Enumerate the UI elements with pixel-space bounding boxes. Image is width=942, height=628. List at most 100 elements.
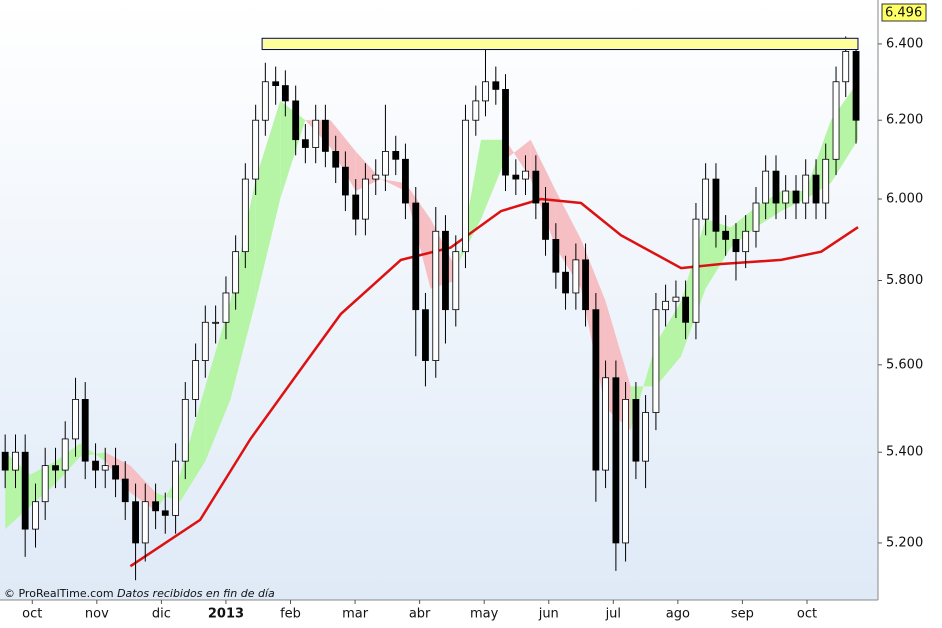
candle-body	[372, 174, 380, 180]
candle-body	[762, 170, 770, 204]
candle-body	[301, 139, 309, 148]
candle-body	[341, 166, 349, 196]
candle-body	[422, 309, 429, 361]
candle-body	[852, 51, 860, 121]
candle-body	[61, 438, 69, 471]
y-tick-label: 6.400	[886, 36, 923, 51]
candle-body	[412, 202, 420, 311]
candle-body	[141, 501, 149, 544]
candle-body	[552, 239, 560, 273]
candle-body	[532, 170, 540, 204]
candle-body	[542, 202, 549, 240]
cloud-segment	[130, 465, 156, 511]
cloud-segment	[280, 100, 306, 199]
candle-body	[272, 81, 280, 86]
cloud-segment	[481, 139, 506, 220]
axes: 5.200 5.400 5.600 5.800 6.000 6.200 6.400 oct no…	[22, 3, 927, 622]
candle-body	[522, 170, 529, 180]
candle-body	[742, 230, 750, 253]
cloud-segment	[155, 474, 181, 511]
candle-body	[602, 377, 609, 471]
x-tick-label: mar	[342, 607, 369, 622]
candle-body	[822, 158, 830, 204]
candle-body	[52, 465, 59, 471]
candle-body	[402, 158, 409, 204]
candle-body	[232, 251, 240, 294]
candle-body	[662, 300, 670, 311]
candle-body	[332, 151, 340, 168]
y-tick-label: 5.200	[886, 535, 923, 550]
candle-body	[802, 174, 810, 204]
candle-body	[732, 239, 740, 253]
candle-body	[261, 81, 269, 121]
candle-body	[212, 321, 220, 324]
cloud-segment	[505, 139, 531, 180]
cloud-segment	[255, 100, 281, 302]
candle-body	[452, 251, 460, 311]
candle-body	[241, 178, 249, 253]
candle-body	[442, 230, 449, 311]
candle-body	[252, 119, 260, 180]
candle-body	[642, 412, 649, 462]
cloud-segment	[180, 386, 206, 502]
candle-body	[722, 230, 730, 240]
candle-body	[562, 271, 569, 294]
candle-body	[352, 194, 360, 220]
candle-body	[832, 81, 840, 160]
candle-body	[382, 151, 389, 176]
candle-body	[712, 178, 720, 232]
candle-body	[41, 465, 49, 503]
x-tick-label: may	[470, 607, 499, 622]
y-tick-label: 6.200	[886, 113, 923, 128]
candle-body	[72, 399, 79, 440]
cloud-segment	[730, 207, 756, 248]
candle-body	[612, 377, 620, 544]
x-tick-label: feb	[280, 607, 301, 622]
candle-body	[181, 399, 189, 462]
candle-body	[682, 296, 690, 323]
candle-body	[101, 465, 109, 471]
x-tick-label: jul	[605, 607, 621, 622]
x-tick-label: sep	[731, 607, 754, 622]
x-tick-label: 2013	[208, 607, 244, 622]
candle-body	[112, 465, 119, 480]
cloud-segment	[530, 139, 556, 248]
x-tick-label: abr	[409, 607, 431, 622]
cloud-segment	[355, 151, 381, 191]
candle-body	[192, 360, 200, 400]
candle-body	[482, 81, 489, 102]
candle-body	[842, 51, 850, 83]
cloud-segment	[655, 301, 682, 387]
cloud-segment	[330, 120, 356, 191]
candle-body	[502, 88, 509, 176]
candle-body	[81, 399, 89, 462]
candle-body	[472, 100, 480, 121]
candle-body	[132, 501, 139, 544]
cloud-segment	[230, 179, 256, 400]
resistance-zone	[261, 37, 859, 51]
candle-body	[392, 151, 400, 160]
candle-body	[462, 119, 469, 253]
candle-body	[592, 309, 600, 471]
source: © ProRealTime.com Datos recibidos en fin…	[4, 587, 275, 600]
candle-body	[222, 292, 230, 323]
y-tick-label: 5.400	[886, 445, 923, 460]
last-price-box	[881, 3, 927, 22]
candle-body	[792, 190, 800, 204]
candle-body	[292, 100, 300, 141]
y-tick-label: 5.800	[886, 273, 923, 288]
candle-body	[1, 451, 9, 471]
cloud-segment	[205, 301, 231, 462]
candle-body	[692, 218, 700, 323]
x-tick-label: ago	[666, 607, 690, 622]
candle-body	[161, 510, 169, 516]
candle-body	[702, 178, 710, 220]
candle-body	[652, 309, 660, 413]
candle-body	[572, 259, 580, 294]
cloud-segment	[605, 301, 631, 431]
x-tick-label: jun	[538, 607, 559, 622]
candle-body	[152, 501, 159, 512]
x-tick-label: oct	[22, 607, 42, 622]
candle-body	[172, 460, 180, 516]
last-price-label: 6.496	[885, 6, 922, 21]
